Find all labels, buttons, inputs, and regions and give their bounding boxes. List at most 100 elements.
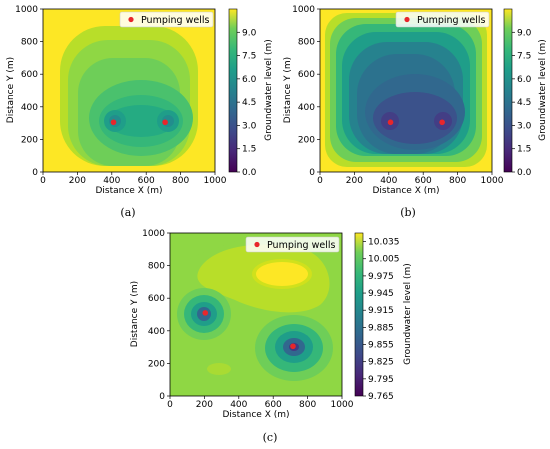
- panel-c-cbar-tick-label: 9.795: [368, 375, 394, 385]
- panel-b-legend: Pumping wells: [395, 11, 490, 28]
- panel-b-cbar-tick-label: 7.5: [517, 52, 531, 62]
- panel-c-xtick-label: 600: [265, 400, 282, 410]
- panel-c-xtick-label: 1000: [331, 400, 354, 410]
- panel-c-ticks: 0 200 400 600 800 1000 0 200 400 600 800 1000: [142, 229, 354, 410]
- panel-b-cbar-tick-label: 6.0: [517, 75, 532, 85]
- panel-b-cbar-tick-label: 3.0: [517, 121, 532, 131]
- panel-c-cbar-tick-label: 9.885: [368, 323, 394, 333]
- panel-c-ytick-label: 200: [148, 359, 165, 369]
- panel-a-legend-label: Pumping wells: [141, 15, 209, 26]
- panel-c-xtick-label: 200: [196, 400, 213, 410]
- panel-a-cbar-tick-label: 3.0: [242, 121, 257, 131]
- panel-b-ytick-label: 400: [298, 103, 315, 113]
- panel-c-cbar-tick-label: 10.035: [368, 238, 400, 248]
- panel-b-xtick-label: 200: [346, 176, 363, 186]
- panel-a-xtick-label: 800: [172, 176, 189, 186]
- pumping-well-marker: [290, 343, 296, 350]
- panel-b-colorbar-ticks: 0.0 1.5 3.0 4.5 6.0 7.5 9.0: [512, 28, 532, 178]
- panel-b-caption: (b): [400, 206, 416, 219]
- panel-a-colorbar-label: Groundwater level (m): [264, 39, 274, 141]
- panel-a-xtick-label: 600: [138, 176, 155, 186]
- panel-c-cbar-tick-label: 9.855: [368, 341, 394, 351]
- panel-b-ytick-label: 600: [298, 70, 315, 80]
- panel-c-ylabel: Distance Y (m): [130, 281, 140, 347]
- pumping-well-marker: [202, 310, 209, 316]
- panel-a-cbar-tick-label: 6.0: [242, 75, 257, 85]
- pumping-well-marker: [162, 119, 168, 126]
- panel-b-legend-label: Pumping wells: [417, 15, 485, 26]
- panel-a-cbar-tick-label: 0.0: [242, 168, 257, 178]
- panel-a-colorbar-ticks: 0.0 1.5 3.0 4.5 6.0 7.5 9.0: [237, 28, 257, 178]
- panel-c-legend-label: Pumping wells: [267, 240, 335, 251]
- panel-b-cbar-tick-label: 4.5: [517, 98, 531, 108]
- panel-a-contours: [43, 9, 215, 172]
- panel-c-colorbar-label: Groundwater level (m): [403, 263, 413, 365]
- panel-c-cbar-tick-label: 9.945: [368, 289, 394, 299]
- panel-b-ytick-label: 1000: [292, 5, 315, 15]
- panel-a-xtick-label: 1000: [204, 176, 227, 186]
- panel-b-ylabel: Distance Y (m): [283, 57, 293, 123]
- panel-a-axes-frame: [42, 8, 216, 173]
- panel-a-xtick-label: 0: [40, 176, 46, 186]
- panel-a-ticks: 0 200 400 600 800 1000 0 200 400 600 800 1000: [15, 5, 227, 186]
- panel-c-legend: Pumping wells: [245, 236, 340, 253]
- panel-c-xtick-label: 400: [230, 400, 247, 410]
- panel-a-ytick-label: 400: [21, 103, 38, 113]
- panel-b-cbar-tick-label: 1.5: [517, 145, 531, 155]
- panel-b-cbar-tick-label: 9.0: [517, 28, 532, 38]
- panel-a-xlabel: Distance X (m): [95, 186, 162, 196]
- pumping-well-marker: [387, 119, 394, 126]
- panel-b-xtick-label: 0: [317, 176, 323, 186]
- panel-c-contours: [170, 233, 342, 396]
- panel-a-legend: Pumping wells: [119, 11, 214, 28]
- panel-c-cbar-tick-label: 10.005: [368, 255, 400, 265]
- panel-b-xlabel: Distance X (m): [372, 186, 439, 196]
- panel-c-ytick-label: 600: [148, 294, 165, 304]
- panel-a-ytick-label: 200: [21, 135, 38, 145]
- pumping-well-marker: [110, 119, 117, 126]
- panel-c-cbar-tick-label: 9.915: [368, 306, 394, 316]
- panel-a-cbar-tick-label: 4.5: [242, 98, 256, 108]
- panel-b-cbar-tick-label: 0.0: [517, 168, 532, 178]
- panel-a-cbar-tick-label: 9.0: [242, 28, 257, 38]
- panel-b-xtick-label: 400: [380, 176, 397, 186]
- panel-c-caption: (c): [263, 431, 278, 444]
- panel-c-cbar-tick-label: 9.975: [368, 272, 394, 282]
- panel-c-ytick-label: 400: [148, 327, 165, 337]
- panel-c-axes-frame: [169, 232, 343, 397]
- panel-a-xtick-label: 400: [103, 176, 120, 186]
- panel-a-caption: (a): [120, 206, 135, 219]
- panel-b-ticks: 0 200 400 600 800 1000 0 200 400 600 800 1000: [292, 5, 504, 186]
- panel-c-colorbar: [354, 232, 364, 397]
- panel-a: Pumping wells 0 200 400 600 800 1000 0 200 400 60…: [6, 5, 274, 219]
- panel-a-ytick-label: 0: [32, 168, 38, 178]
- panel-a-colorbar: [228, 8, 238, 173]
- panel-b-contours: [320, 9, 492, 172]
- panel-a-wells: [110, 119, 168, 126]
- panel-a-ylabel: Distance Y (m): [6, 57, 16, 123]
- panel-a-cbar-tick-label: 1.5: [242, 145, 256, 155]
- panel-c-ytick-label: 1000: [142, 229, 165, 239]
- panel-c-ytick-label: 0: [159, 392, 165, 402]
- panel-b-xtick-label: 1000: [481, 176, 504, 186]
- panel-c-xlabel: Distance X (m): [222, 410, 289, 420]
- panel-b-ytick-label: 0: [309, 168, 315, 178]
- panel-b-ytick-label: 200: [298, 135, 315, 145]
- panel-c-colorbar-ticks: 9.765 9.795 9.825 9.855 9.885 9.915 9.945 9.975…: [363, 238, 400, 402]
- panel-b-axes-frame: [319, 8, 493, 173]
- panel-a-ytick-label: 1000: [15, 5, 38, 15]
- panel-a-ytick-label: 600: [21, 70, 38, 80]
- panel-b-colorbar-label: Groundwater level (m): [538, 39, 548, 141]
- panel-c-cbar-tick-label: 9.765: [368, 392, 394, 402]
- panel-c-xtick-label: 800: [299, 400, 316, 410]
- panel-c-cbar-tick-label: 9.825: [368, 358, 394, 368]
- panel-c: Pumping wells 0 200 400 600 800 1000 0 200 400 60…: [130, 229, 413, 444]
- panel-a-xtick-label: 200: [69, 176, 86, 186]
- panel-b-xtick-label: 600: [415, 176, 432, 186]
- panel-b: Pumping wells 0 200 400 600 800 1000 0 200 400 60…: [283, 5, 548, 219]
- panel-c-wells: [202, 310, 296, 350]
- panel-b-xtick-label: 800: [449, 176, 466, 186]
- panel-c-ytick-label: 800: [148, 262, 165, 272]
- panel-a-cbar-tick-label: 7.5: [242, 52, 256, 62]
